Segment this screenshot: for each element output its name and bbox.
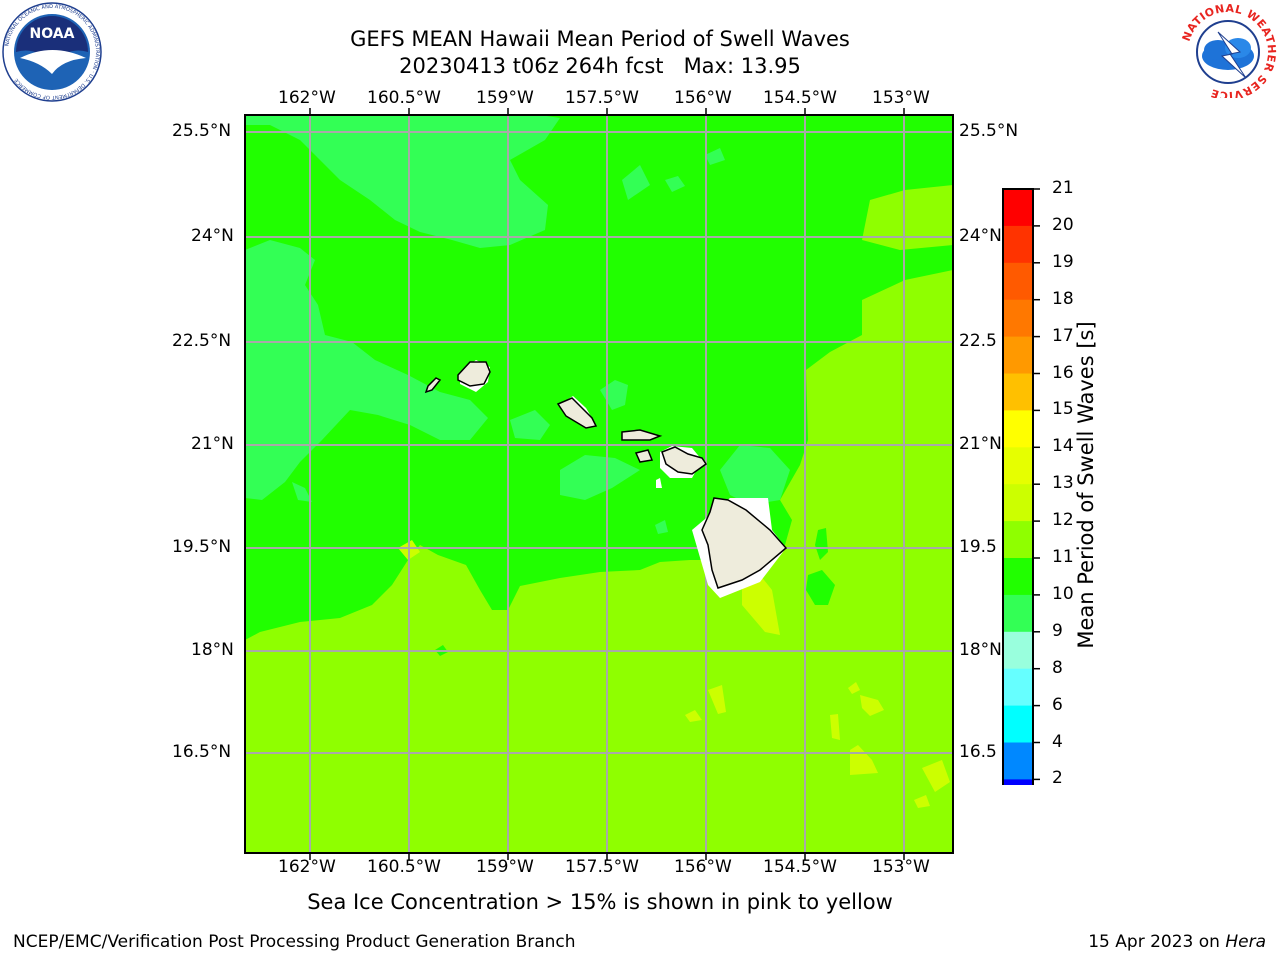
colorbar-tick-label: 4 xyxy=(1052,731,1063,752)
machine-name: Hera xyxy=(1225,932,1266,952)
lon-label-top: 156°W xyxy=(674,88,732,108)
colorbar-label: Mean Period of Swell Waves [s] xyxy=(1074,321,1098,649)
nws-logo: NATIONAL WEATHER SERVICE xyxy=(1180,2,1278,98)
lat-label-left: 24°N xyxy=(191,226,234,246)
colorbar-tick-label: 8 xyxy=(1052,657,1063,678)
colorbar-segment xyxy=(1003,705,1033,743)
lon-label-bottom: 159°W xyxy=(476,857,534,877)
lon-label-top: 157.5°W xyxy=(565,88,639,108)
date-stamp: 15 Apr 2023 on Hera xyxy=(1088,932,1266,952)
lanai-island xyxy=(634,449,654,463)
molokai-island xyxy=(621,429,663,441)
map-title-line1: GEFS MEAN Hawaii Mean Period of Swell Wa… xyxy=(350,27,850,51)
lon-label-top: 154.5°W xyxy=(763,88,837,108)
lat-label-right: 18°N xyxy=(959,640,1002,660)
maui-island xyxy=(661,446,708,475)
lon-label-bottom: 157.5°W xyxy=(565,857,639,877)
colorbar-tick-label: 2 xyxy=(1052,768,1063,789)
lon-label-top: 162°W xyxy=(278,88,336,108)
colorbar-tick-label: 19 xyxy=(1052,251,1074,272)
lat-label-left: 18°N xyxy=(191,640,234,660)
colorbar-tick-label: 18 xyxy=(1052,288,1074,309)
colorbar-tick-label: 6 xyxy=(1052,694,1063,715)
colorbar-segment xyxy=(1003,225,1033,264)
colorbar-segment xyxy=(1003,189,1033,227)
colorbar-frame xyxy=(1002,188,1034,785)
colorbar-segment xyxy=(1003,521,1033,559)
colorbar-segment xyxy=(1003,262,1033,301)
colorbar-tick-label: 10 xyxy=(1052,583,1074,604)
colorbar-tick-label: 20 xyxy=(1052,214,1074,235)
lat-label-left: 19.5°N xyxy=(172,537,232,557)
colorbar-segment xyxy=(1003,668,1033,707)
lat-label-left: 22.5°N xyxy=(172,331,232,351)
lon-label-top: 160.5°W xyxy=(367,88,441,108)
colorbar-tick-label: 12 xyxy=(1052,510,1074,531)
colorbar-segment xyxy=(1003,447,1033,485)
lat-label-left: 25.5°N xyxy=(172,121,232,141)
colorbar-segment xyxy=(1003,779,1033,785)
lat-label-left: 21°N xyxy=(191,434,234,454)
colorbar-tick-label: 15 xyxy=(1052,399,1074,420)
colorbar-tick-label: 21 xyxy=(1052,178,1074,198)
noaa-logo-text: NOAA xyxy=(30,26,75,42)
colorbar-segment xyxy=(1003,594,1033,633)
colorbar-segment xyxy=(1003,373,1033,411)
lon-label-bottom: 162°W xyxy=(278,857,336,877)
colorbar-segment xyxy=(1003,299,1033,338)
noaa-logo: NOAA NATIONAL OCEANIC AND ATMOSPHERIC AD… xyxy=(2,2,102,102)
lon-label-top: 159°W xyxy=(476,88,534,108)
lat-label-right: 19.5 xyxy=(959,537,997,557)
niihau-island xyxy=(424,377,442,394)
lon-label-bottom: 156°W xyxy=(674,857,732,877)
colorbar-tick-label: 17 xyxy=(1052,325,1074,346)
oahu-island xyxy=(556,397,598,429)
axis-ticks xyxy=(309,108,905,860)
swell-period-field xyxy=(245,115,953,853)
colorbar-tick-label: 13 xyxy=(1052,473,1074,494)
graticule xyxy=(245,115,953,853)
colorbar-segment xyxy=(1003,484,1033,522)
lat-label-right: 16.5 xyxy=(959,742,997,762)
kauai-island xyxy=(457,361,491,387)
lon-label-top: 153°W xyxy=(872,88,930,108)
hawaiian-islands xyxy=(424,360,788,598)
lat-label-right: 25.5°N xyxy=(959,121,1019,141)
colorbar-tick-label: 11 xyxy=(1052,547,1074,567)
lat-label-right: 22.5 xyxy=(959,331,997,351)
map-frame xyxy=(244,114,954,854)
sea-ice-note: Sea Ice Concentration > 15% is shown in … xyxy=(307,890,893,914)
lat-label-right: 24°N xyxy=(959,226,1002,246)
lat-label-left: 16.5°N xyxy=(172,742,232,762)
colorbar-segment xyxy=(1003,410,1033,448)
colorbar-segment xyxy=(1003,336,1033,374)
colorbar-segment xyxy=(1003,631,1033,670)
colorbar-segment xyxy=(1003,742,1033,780)
credit-text: NCEP/EMC/Verification Post Processing Pr… xyxy=(13,932,576,952)
date-text: 15 Apr 2023 on xyxy=(1088,932,1226,952)
lon-label-bottom: 153°W xyxy=(872,857,930,877)
lon-label-bottom: 160.5°W xyxy=(367,857,441,877)
lon-label-bottom: 154.5°W xyxy=(763,857,837,877)
colorbar-segment xyxy=(1003,558,1033,596)
colorbar-tick-label: 14 xyxy=(1052,436,1074,457)
map-title-line2: 20230413 t06z 264h fcst Max: 13.95 xyxy=(399,54,801,78)
lat-label-right: 21°N xyxy=(959,434,1002,454)
colorbar-tick-label: 9 xyxy=(1052,620,1063,641)
colorbar xyxy=(1002,188,1040,785)
colorbar-tick-label: 16 xyxy=(1052,362,1074,383)
big-island xyxy=(701,497,788,589)
